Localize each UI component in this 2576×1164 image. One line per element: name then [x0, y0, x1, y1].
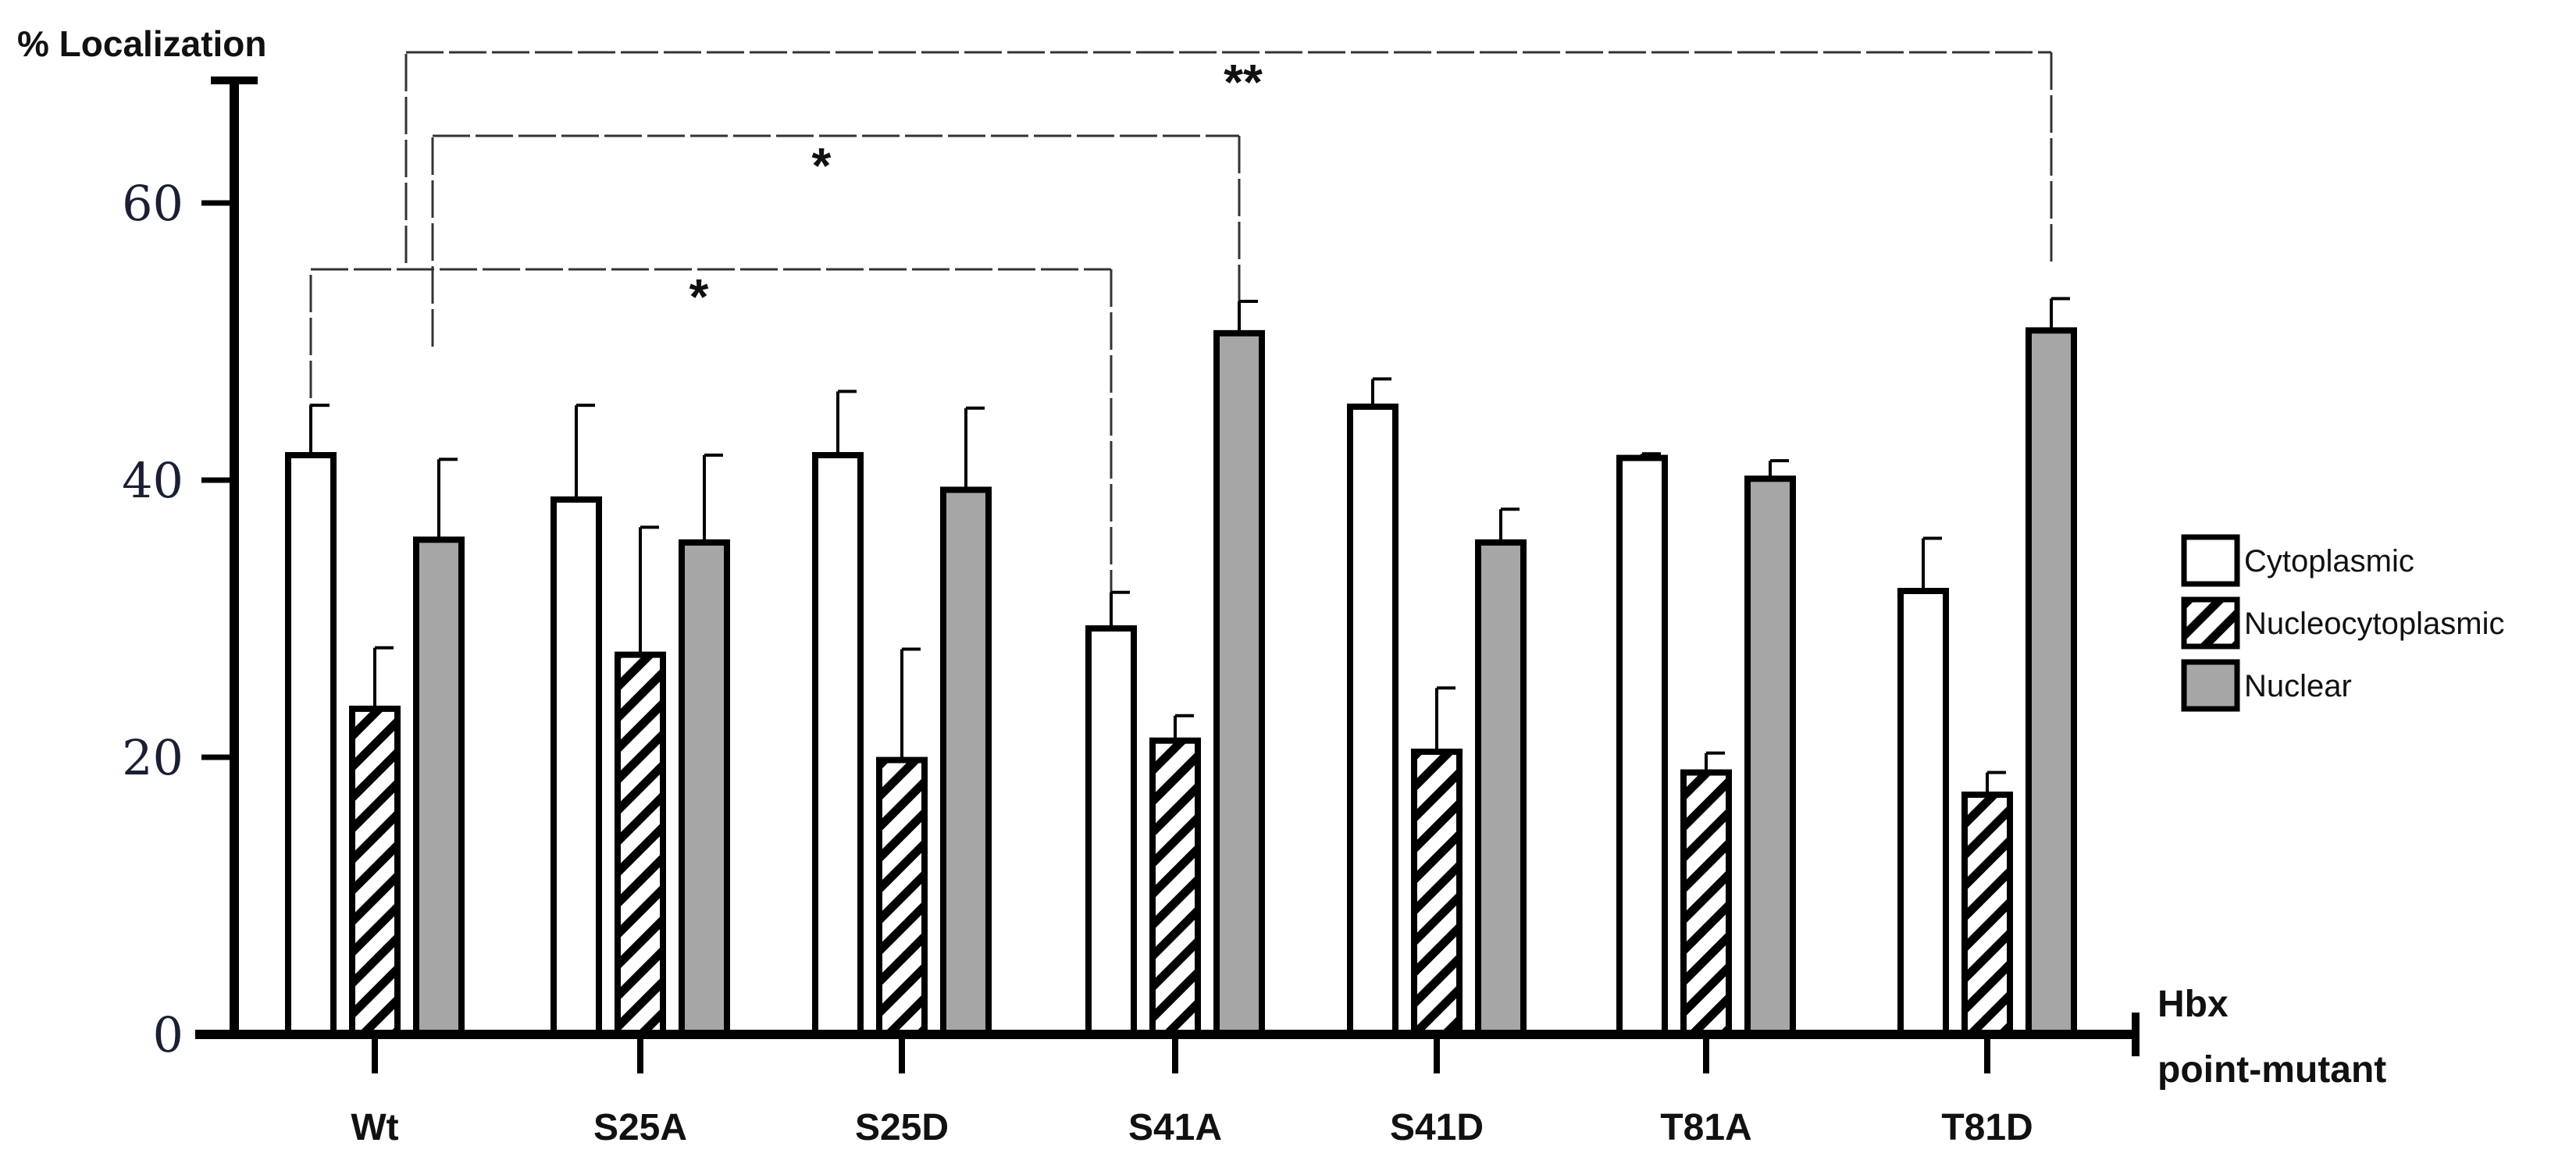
bar-nucleocytoplasmic-s41d: [1411, 748, 1463, 1038]
legend-swatch-nucleocytoplasmic: [2181, 596, 2240, 650]
bar-nuclear-s25a: [679, 539, 730, 1038]
bar-nucleocytoplasmic-wt: [349, 705, 401, 1038]
y-tick-label: 0: [153, 1006, 183, 1063]
bar-cytoplasmic-s41d: [1347, 403, 1398, 1038]
legend-swatch-nuclear: [2181, 659, 2240, 712]
x-tick-label-s25d: S25D: [855, 1107, 949, 1148]
significance-label: *: [812, 137, 832, 194]
y-tick-label: 60: [122, 175, 183, 232]
bar-nucleocytoplasmic-s41a: [1149, 737, 1201, 1038]
bar-cytoplasmic-t81a: [1616, 454, 1668, 1038]
legend: Cytoplasmic Nucleocytoplasmic Nuclear: [2181, 534, 2504, 712]
x-tick-label-s25a: S25A: [593, 1107, 687, 1148]
legend-label-nuclear: Nuclear: [2244, 669, 2352, 703]
legend-swatch-cytoplasmic: [2181, 534, 2240, 587]
bar-nucleocytoplasmic-t81a: [1680, 769, 1732, 1038]
bar-nucleocytoplasmic-s25d: [876, 756, 928, 1038]
bar-cytoplasmic-s25a: [550, 496, 602, 1038]
bar-cytoplasmic-t81d: [1897, 588, 1949, 1038]
x-tick-label-s41a: S41A: [1128, 1107, 1222, 1148]
significance-brackets: ****: [309, 51, 2053, 804]
significance-label: *: [689, 269, 709, 325]
axes: 0 20 40 60 % Localization Wt S25A S25D S41A S41D T…: [17, 23, 2386, 1148]
bar-nuclear-wt: [413, 536, 465, 1038]
bar-nuclear-s41a: [1213, 329, 1265, 1038]
bar-nuclear-t81a: [1744, 475, 1796, 1038]
bar-nuclear-s41d: [1475, 539, 1527, 1038]
bars: [285, 297, 2077, 1038]
legend-label-nucleocytoplasmic: Nucleocytoplasmic: [2244, 607, 2504, 641]
y-tick-label: 40: [122, 452, 183, 509]
x-axis-label: point-mutant: [2157, 1049, 2386, 1091]
y-tick-label: 20: [122, 729, 183, 786]
bar-cytoplasmic-wt: [285, 452, 337, 1038]
bar-nuclear-s25d: [940, 486, 992, 1038]
bar-nucleocytoplasmic-t81d: [1961, 791, 2013, 1038]
significance-label: **: [1224, 54, 1263, 110]
x-tick-label-t81a: T81A: [1660, 1107, 1751, 1148]
bar-nucleocytoplasmic-s25a: [615, 651, 666, 1038]
bar-cytoplasmic-s41a: [1085, 625, 1137, 1038]
x-tick-label-t81d: T81D: [1941, 1107, 2033, 1148]
x-tick-label-wt: Wt: [351, 1107, 398, 1148]
y-axis-label: % Localization: [17, 23, 266, 64]
bar-cytoplasmic-s25d: [812, 452, 864, 1038]
bar-nuclear-t81d: [2026, 327, 2077, 1038]
x-axis-label: Hbx: [2157, 984, 2229, 1025]
x-tick-label-s41d: S41D: [1390, 1107, 1484, 1148]
legend-label-cytoplasmic: Cytoplasmic: [2244, 544, 2414, 578]
